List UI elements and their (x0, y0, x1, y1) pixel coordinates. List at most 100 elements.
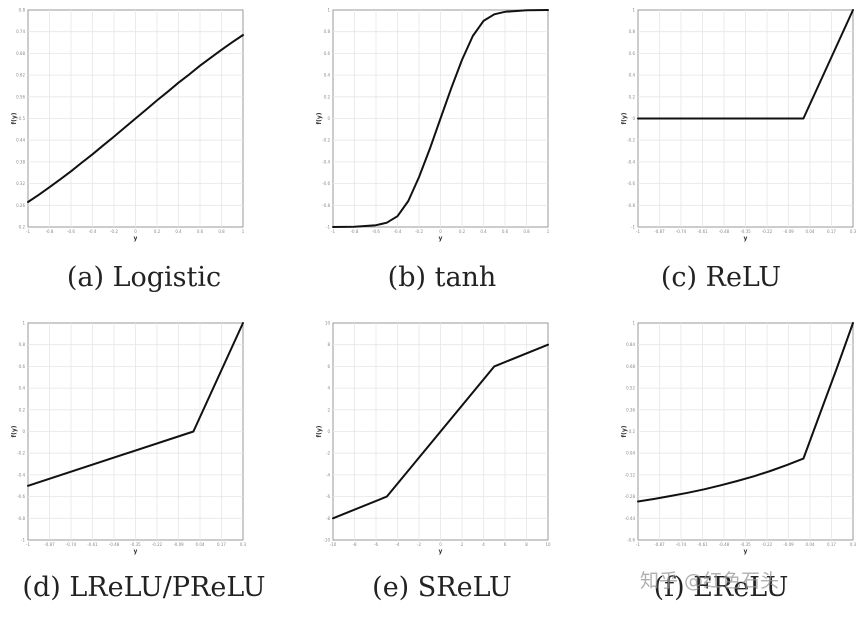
x-tick-label: 0.6 (197, 229, 204, 234)
y-tick-label: -0.4 (627, 159, 635, 164)
series-line (27, 34, 244, 203)
y-tick-label: 8 (327, 342, 330, 347)
y-tick-label: -1 (326, 225, 330, 230)
caption-srelu: (e) SReLU (372, 572, 512, 603)
panel-erelu: -1 -0.87 -0.74 -0.61 -0.48 -0.35 -0.22 -0.09 0.0… (577, 316, 865, 622)
y-tick-label: 0.2 (629, 94, 636, 99)
x-tick-label: -0.6 (372, 229, 380, 234)
x-tick-label: -0.87 (44, 542, 55, 547)
y-tick-label: 0.4 (324, 73, 331, 78)
y-tick-label: 0.52 (626, 386, 635, 391)
y-tick-label: -1 (21, 538, 25, 543)
y-tick-label: 0.6 (629, 51, 636, 56)
x-tick-label: -0.4 (89, 229, 97, 234)
x-tick-label: -0.61 (87, 542, 98, 547)
y-tick-label: -1 (631, 225, 635, 230)
x-tick-label: -0.09 (783, 229, 794, 234)
x-tick-label: 0 (439, 542, 442, 547)
series-line (637, 322, 854, 503)
y-tick-label: 0.2 (324, 94, 331, 99)
panel-tanh: -1 -0.8 -0.6 -0.4 -0.2 0 0.2 0.4 0.6 0.8 1 -1 -0.8 -0… (298, 0, 586, 306)
caption-erelu: (f) EReLU (653, 572, 789, 603)
y-tick-label: 0.4 (629, 73, 636, 78)
caption-lrelu: (d) LReLU/PReLU (22, 572, 266, 603)
x-axis-label: y (439, 548, 443, 555)
y-tick-label: 0.62 (16, 73, 25, 78)
y-tick-label: 0.2 (19, 225, 26, 230)
x-tick-label: -0.61 (697, 542, 708, 547)
x-tick-label: 10 (545, 542, 551, 547)
x-tick-label: -1 (26, 229, 30, 234)
y-tick-label: -0.8 (322, 203, 330, 208)
x-tick-label: -0.87 (654, 542, 665, 547)
y-tick-label: -0.6 (322, 181, 330, 186)
y-tick-label: 0.4 (19, 386, 26, 391)
x-tick-label: -0.09 (783, 542, 794, 547)
x-tick-label: -0.22 (152, 542, 163, 547)
x-tick-label: 0 (439, 229, 442, 234)
x-tick-label: 0.8 (218, 229, 225, 234)
caption-relu: (c) ReLU (660, 262, 782, 293)
y-tick-label: -0.6 (627, 538, 635, 543)
y-tick-label: -2 (326, 451, 330, 456)
x-tick-label: -0.74 (676, 229, 687, 234)
y-tick-label: 0.74 (16, 29, 25, 34)
y-tick-label: 0 (327, 116, 330, 121)
x-tick-label: -0.2 (415, 229, 423, 234)
x-tick-label: -0.8 (351, 229, 359, 234)
y-tick-label: -0.6 (17, 494, 25, 499)
y-tick-label: 0.04 (626, 451, 635, 456)
x-tick-label: -0.48 (719, 229, 730, 234)
x-tick-label: -1 (331, 229, 335, 234)
y-tick-label: -0.2 (322, 138, 330, 143)
y-tick-label: 6 (327, 364, 330, 369)
x-tick-label: -1 (26, 542, 30, 547)
x-tick-label: 1 (547, 229, 550, 234)
y-tick-label: 0 (632, 116, 635, 121)
y-tick-label: 0.2 (19, 407, 26, 412)
y-tick-label: -0.2 (17, 451, 25, 456)
y-tick-label: -0.4 (17, 472, 25, 477)
x-tick-label: 4 (482, 542, 485, 547)
x-tick-label: -0.22 (762, 542, 773, 547)
chart-tanh: -1 -0.8 -0.6 -0.4 -0.2 0 0.2 0.4 0.6 0.8 1 -1 -0.8 -0… (316, 8, 550, 243)
x-tick-label: 0.04 (806, 542, 815, 547)
y-tick-label: 0.84 (626, 342, 635, 347)
y-tick-label: 1 (327, 8, 330, 13)
chart-srelu: -10 -8 -6 -4 -2 0 2 4 6 8 10 -10 -8 -6 -4 -2 0 2 4 6 8 10 y f(y… (316, 321, 551, 556)
caption-logistic: (a) Logistic (66, 262, 222, 293)
x-tick-label: -2 (417, 542, 421, 547)
x-tick-label: 1 (242, 229, 245, 234)
watermark: 知乎 @红色石头 (640, 570, 780, 592)
x-axis-label: y (744, 235, 748, 242)
panel-srelu: -10 -8 -6 -4 -2 0 2 4 6 8 10 -10 -8 -6 -4 -2 0 2 4 6 8 10 y f(y… (298, 316, 586, 622)
x-tick-label: -0.35 (740, 542, 751, 547)
x-tick-label: -0.48 (109, 542, 120, 547)
y-tick-label: 0.68 (16, 51, 25, 56)
y-tick-label: -0.8 (627, 203, 635, 208)
x-tick-label: -8 (353, 542, 357, 547)
y-axis-label: f(y) (11, 112, 18, 124)
x-tick-label: -0.8 (46, 229, 54, 234)
y-axis-label: f(y) (316, 425, 323, 437)
y-tick-label: -0.4 (322, 159, 330, 164)
y-tick-label: 0 (22, 429, 25, 434)
x-tick-label: -0.22 (762, 229, 773, 234)
chart-erelu: -1 -0.87 -0.74 -0.61 -0.48 -0.35 -0.22 -0.09 0.0… (621, 321, 857, 556)
y-tick-label: 0.8 (19, 8, 26, 13)
series-line (332, 9, 549, 228)
x-tick-label: -10 (330, 542, 337, 547)
y-tick-label: 0.8 (324, 29, 331, 34)
x-tick-label: 0.2 (459, 229, 466, 234)
series-line (637, 9, 854, 120)
y-tick-label: 0.5 (19, 116, 26, 121)
chart-logistic: -1 -0.8 -0.6 -0.4 -0.2 0 0.2 0.4 0.6 0.8 1 0.2 0.26 0… (11, 8, 245, 243)
x-tick-label: 2 (461, 542, 464, 547)
x-tick-label: 0.17 (827, 542, 836, 547)
y-tick-label: 0.2 (629, 429, 636, 434)
y-tick-label: 0.8 (19, 342, 26, 347)
y-axis-label: f(y) (11, 425, 18, 437)
x-tick-label: 0.3 (850, 229, 857, 234)
x-tick-label: 0.17 (827, 229, 836, 234)
series-line (332, 343, 549, 520)
